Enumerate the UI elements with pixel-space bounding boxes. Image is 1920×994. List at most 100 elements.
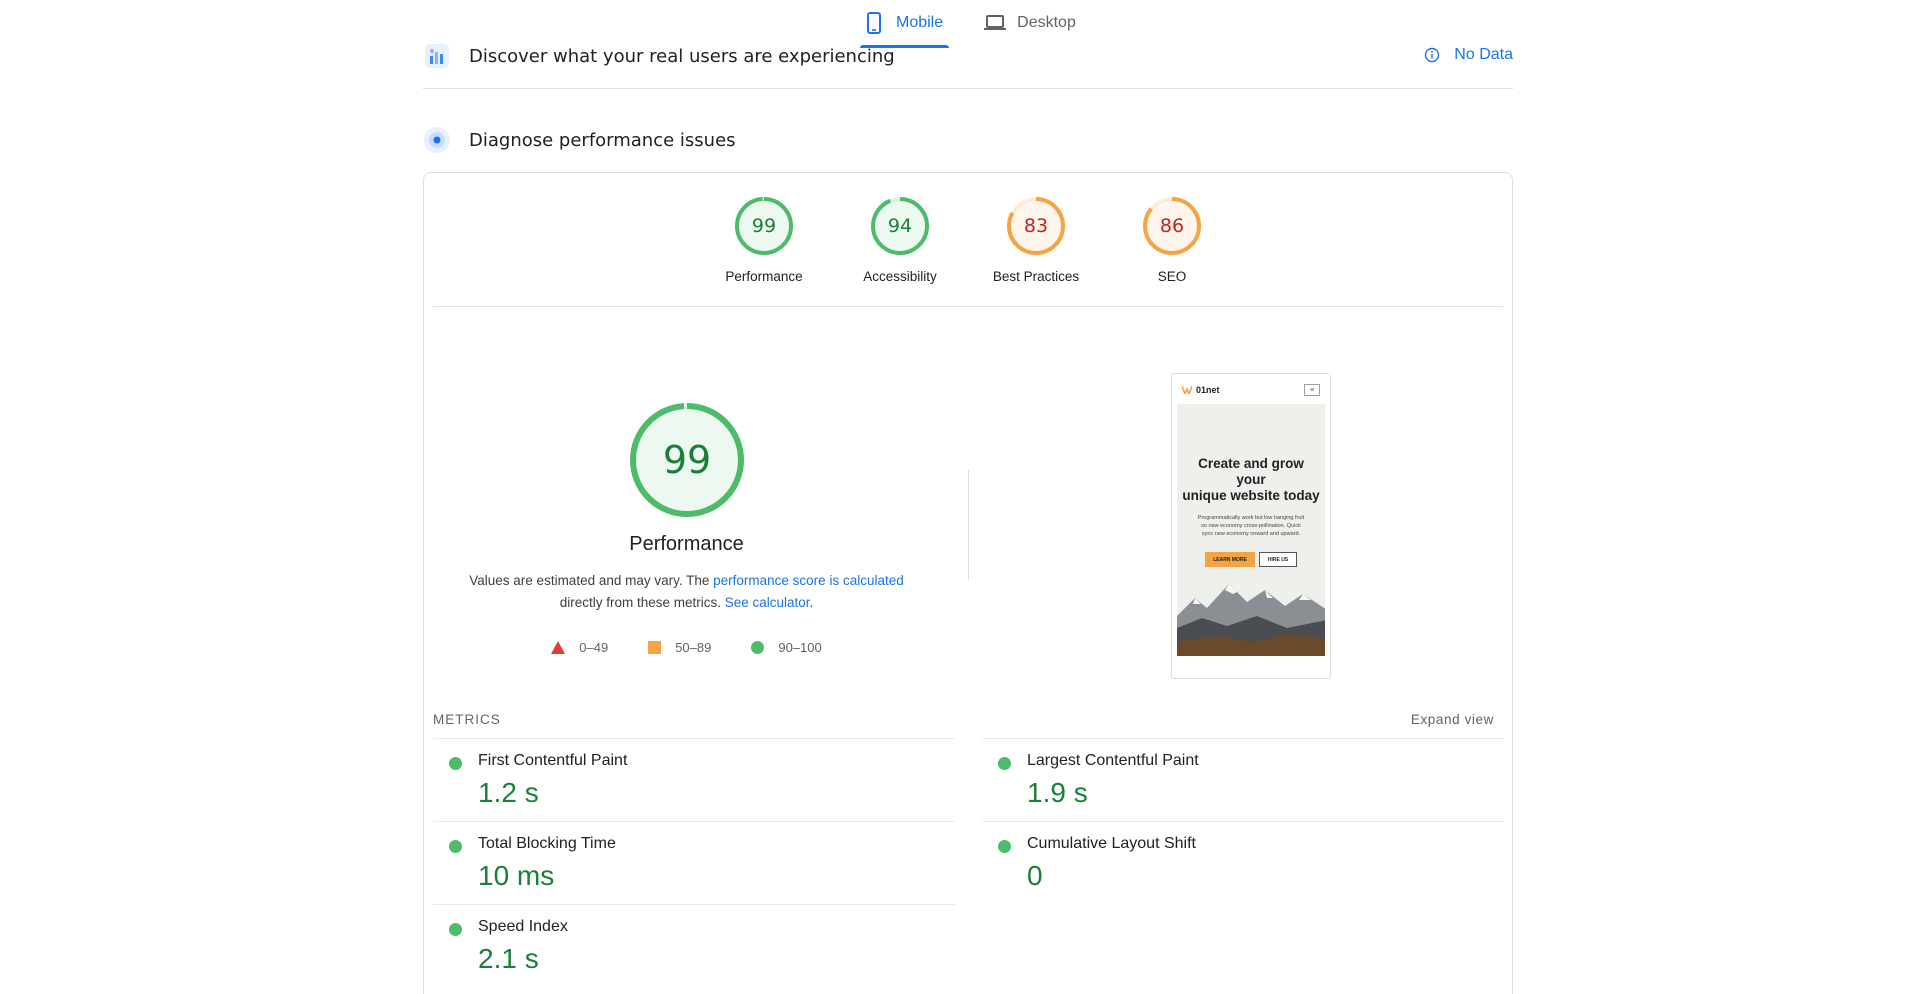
laptop-icon — [984, 15, 1007, 30]
lighthouse-icon — [424, 127, 450, 153]
gauge-accessibility[interactable]: 94 Accessibility — [832, 197, 968, 284]
page-screenshot: 01net ≡ Create and grow your unique webs… — [1171, 373, 1331, 679]
hero-line: unique website today — [1182, 488, 1320, 503]
circle-icon — [751, 641, 765, 654]
gauge-score: 99 — [662, 438, 710, 482]
gauge-arc — [871, 197, 929, 255]
desc-text: . — [809, 595, 814, 610]
vertical-divider — [968, 470, 969, 580]
gauge-score: 94 — [888, 215, 912, 237]
no-data-label: No Data — [1454, 46, 1513, 63]
metric-label: Speed Index — [478, 918, 568, 935]
metrics-heading: METRICS — [433, 712, 501, 727]
gauge-arc — [629, 403, 744, 517]
score-gauge: 83 — [1007, 197, 1065, 255]
preview-hire-us-button: HIRE US — [1259, 552, 1297, 567]
metric-value: 10 ms — [478, 860, 555, 891]
hero-line: Create and grow — [1198, 456, 1304, 471]
no-data-status[interactable]: No Data — [1424, 46, 1513, 64]
mountain-image — [1177, 576, 1325, 656]
metrics-header: METRICS Expand view — [433, 712, 1494, 727]
hamburger-menu-icon: ≡ — [1304, 384, 1320, 396]
metric-label: Total Blocking Time — [478, 835, 616, 852]
performance-description: Values are estimated and may vary. The p… — [457, 570, 917, 614]
square-icon — [648, 641, 662, 654]
metric-value: 1.9 s — [1027, 777, 1088, 808]
metric-first-contentful-paint: First Contentful Paint 1.2 s — [433, 738, 955, 821]
score-gauge: 94 — [871, 197, 929, 255]
legend-range: 90–100 — [778, 640, 822, 655]
metric-label: Largest Contentful Paint — [1027, 752, 1199, 769]
desc-text: directly from these metrics. — [559, 595, 725, 610]
status-circle-icon — [998, 840, 1011, 853]
legend-range: 0–49 — [579, 640, 609, 655]
gauge-label: Performance — [725, 269, 803, 284]
gauge-best-practices[interactable]: 83 Best Practices — [968, 197, 1104, 284]
performance-summary: 99 Performance Values are estimated and … — [424, 403, 949, 655]
preview-hero: Create and grow your unique website toda… — [1177, 404, 1325, 656]
device-tabs: Mobile Desktop — [860, 0, 1114, 48]
gauge-arc — [1007, 197, 1065, 255]
expand-view-toggle[interactable]: Expand view — [1410, 712, 1494, 727]
score-gauge: 86 — [1143, 197, 1201, 255]
preview-hero-buttons: LEARN MORE HIRE US — [1177, 552, 1325, 567]
legend-range: 50–89 — [675, 640, 712, 655]
legend-item-pass: 90–100 — [751, 640, 822, 655]
gauge-score: 83 — [1024, 215, 1048, 237]
metric-value: 0 — [1027, 860, 1043, 891]
gauge-score: 99 — [752, 215, 776, 237]
gauge-label: SEO — [1157, 269, 1187, 284]
preview-header: 01net ≡ — [1172, 374, 1330, 406]
status-circle-icon — [449, 923, 462, 936]
category-gauges: 99 Performance 94 Accessibility 83 Best Pract… — [424, 197, 1512, 284]
lab-data-header: Diagnose performance issues — [423, 126, 1513, 154]
metric-largest-contentful-paint: Largest Contentful Paint 1.9 s — [982, 738, 1504, 821]
triangle-icon — [551, 641, 566, 654]
info-icon — [1425, 47, 1440, 63]
metric-cumulative-layout-shift: Cumulative Layout Shift 0 — [982, 821, 1504, 904]
legend-item-fail: 0–49 — [551, 640, 608, 655]
gauge-label: Best Practices — [992, 269, 1080, 284]
gauge-arc — [1143, 197, 1201, 255]
divider — [433, 306, 1503, 307]
metric-value: 2.1 s — [478, 943, 539, 974]
status-circle-icon — [998, 757, 1011, 770]
smartphone-icon — [867, 12, 881, 34]
field-data-title: Discover what your real users are experi… — [469, 45, 895, 67]
tab-desktop-label: Desktop — [1017, 14, 1076, 31]
score-legend: 0–49 50–89 90–100 — [531, 640, 841, 655]
see-calculator-link[interactable]: See calculator — [724, 595, 810, 610]
brand-logo-icon — [1182, 386, 1192, 394]
metric-value: 1.2 s — [478, 777, 539, 808]
status-circle-icon — [449, 840, 462, 853]
metric-total-blocking-time: Total Blocking Time 10 ms — [433, 821, 955, 904]
score-gauge: 99 — [735, 197, 793, 255]
field-data-header: Discover what your real users are experi… — [423, 42, 1513, 70]
gauge-score: 86 — [1160, 215, 1184, 237]
preview-learn-more-button: LEARN MORE — [1205, 552, 1255, 567]
divider — [423, 88, 1513, 89]
metric-speed-index: Speed Index 2.1 s — [433, 904, 955, 987]
hero-line: your — [1236, 472, 1266, 487]
status-circle-icon — [449, 757, 462, 770]
score-calculated-link[interactable]: performance score is calculated — [713, 573, 904, 588]
tab-desktop[interactable]: Desktop — [981, 0, 1078, 46]
preview-hero-title: Create and grow your unique website toda… — [1177, 456, 1325, 504]
gauge-arc — [735, 197, 793, 255]
lab-data-title: Diagnose performance issues — [469, 129, 736, 151]
gauge-seo[interactable]: 86 SEO — [1104, 197, 1240, 284]
metric-label: First Contentful Paint — [478, 752, 628, 769]
report-card: 99 Performance 94 Accessibility 83 Best Pract… — [423, 172, 1513, 994]
gauge-performance[interactable]: 99 Performance — [696, 197, 832, 284]
legend-item-average: 50–89 — [648, 640, 711, 655]
performance-title: Performance — [629, 533, 744, 555]
tab-mobile[interactable]: Mobile — [860, 0, 950, 48]
desc-text: Values are estimated and may vary. The — [469, 573, 714, 588]
preview-brand: 01net — [1196, 385, 1220, 395]
preview-hero-subtitle: Programmatically work but low hanging fr… — [1197, 515, 1305, 537]
performance-gauge: 99 — [629, 403, 744, 517]
gauge-label: Accessibility — [863, 269, 937, 284]
metric-label: Cumulative Layout Shift — [1027, 835, 1196, 852]
users-chart-icon — [425, 44, 449, 68]
tab-mobile-label: Mobile — [896, 14, 944, 31]
